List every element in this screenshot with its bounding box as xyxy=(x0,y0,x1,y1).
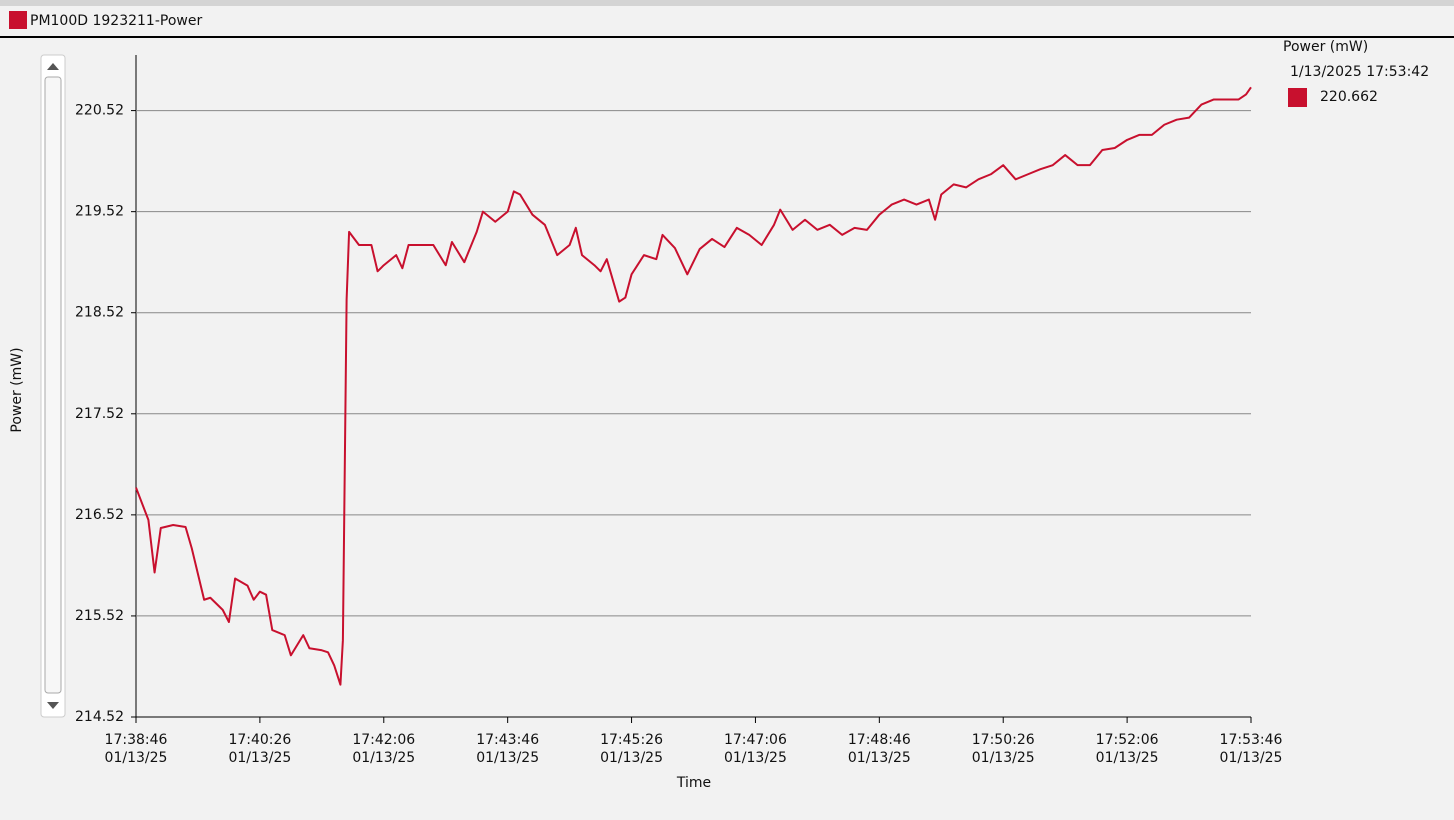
scroll-up[interactable] xyxy=(47,63,59,70)
x-tick-label: 17:50:26 xyxy=(972,732,1035,748)
x-tick-label: 01/13/25 xyxy=(600,750,663,766)
y-tick-label: 214.52 xyxy=(75,709,124,725)
data-line xyxy=(135,86,1252,686)
x-axis-title: Time xyxy=(676,775,711,791)
y-axis-title: Power (mW) xyxy=(9,347,25,432)
x-tick-label: 01/13/25 xyxy=(848,750,911,766)
x-tick-label: 01/13/25 xyxy=(105,750,168,766)
x-tick-label: 01/13/25 xyxy=(476,750,539,766)
x-tick-label: 17:40:26 xyxy=(228,732,291,748)
title-icon xyxy=(9,11,27,29)
x-tick-label: 01/13/25 xyxy=(724,750,787,766)
readout-time: 1/13/2025 17:53:42 xyxy=(1290,64,1429,80)
x-tick-label: 17:53:46 xyxy=(1220,732,1283,748)
x-tick-label: 01/13/25 xyxy=(1220,750,1283,766)
x-tick-label: 01/13/25 xyxy=(352,750,415,766)
y-tick-label: 216.52 xyxy=(75,507,124,523)
readout-value: 220.662 xyxy=(1320,89,1378,105)
x-tick-label: 17:48:46 xyxy=(848,732,911,748)
x-tick-label: 01/13/25 xyxy=(972,750,1035,766)
x-tick-label: 17:47:06 xyxy=(724,732,787,748)
y-tick-label: 220.52 xyxy=(75,103,124,119)
x-tick-label: 17:38:46 xyxy=(105,732,168,748)
x-tick-label: 17:45:26 xyxy=(600,732,663,748)
scroll-thumb[interactable] xyxy=(44,76,62,694)
y-tick-label: 219.52 xyxy=(75,204,124,220)
y-tick-label: 215.52 xyxy=(75,608,124,624)
x-tick-label: 01/13/25 xyxy=(1096,750,1159,766)
x-tick-label: 17:52:06 xyxy=(1096,732,1159,748)
x-tick-label: 17:42:06 xyxy=(352,732,415,748)
x-tick-label: 01/13/25 xyxy=(228,750,291,766)
y-tick-label: 217.52 xyxy=(75,406,124,422)
x-tick-label: 17:43:46 xyxy=(476,732,539,748)
top-bar xyxy=(0,0,1454,6)
legend-swatch xyxy=(1288,88,1307,107)
window-title: PM100D 1923211-Power xyxy=(30,13,202,29)
legend-title: Power (mW) xyxy=(1283,39,1368,55)
scrollbar[interactable] xyxy=(40,54,66,718)
scroll-down[interactable] xyxy=(47,702,59,709)
y-tick-label: 218.52 xyxy=(75,305,124,321)
